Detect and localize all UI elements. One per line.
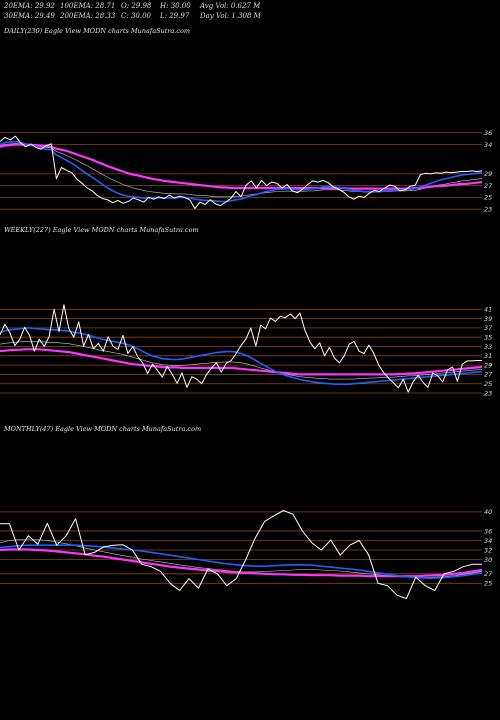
header-high: H: 30.00 [160, 2, 191, 10]
daily-y-tick-label: 29 [484, 170, 492, 178]
monthly-ema-long-line [0, 548, 483, 578]
header-ema30: 30EMA: 29.49 [4, 12, 55, 20]
weekly-y-tick-label: 23 [484, 389, 492, 397]
header-low: L: 29.97 [160, 12, 190, 20]
daily-chart-panel: 36 34 29 27 25 23 [0, 129, 493, 213]
weekly-y-tick-label: 27 [484, 371, 493, 379]
monthly-y-tick-label: 30 [484, 556, 492, 564]
weekly-ema-short-line [0, 327, 483, 386]
weekly-y-tick-label: 37 [484, 324, 493, 332]
daily-panel-title: DAILY(230) Eagle View MODN charts Munafa… [4, 27, 191, 35]
weekly-y-tick-label: 29 [484, 361, 492, 369]
daily-y-tick-label: 34 [484, 141, 492, 149]
header-ema20: 20EMA: 29.92 [4, 2, 55, 10]
header-open: O: 29.98 [121, 2, 152, 10]
daily-y-tick-label: 27 [484, 182, 493, 190]
weekly-ema-long-line [0, 348, 483, 376]
monthly-y-tick-label: 25 [484, 580, 492, 588]
daily-y-tick-label: 23 [484, 205, 492, 213]
header-close: C: 30.00 [121, 12, 151, 20]
weekly-y-tick-label: 39 [484, 315, 492, 323]
daily-ema-long-line [0, 143, 483, 190]
monthly-y-tick-label: 27 [484, 570, 493, 578]
daily-price-line [0, 135, 483, 210]
monthly-ema-short-line [0, 544, 483, 579]
weekly-y-tick-label: 25 [484, 380, 492, 388]
weekly-panel-title: WEEKLY(227) Eagle View MODN charts Munaf… [4, 226, 199, 234]
monthly-price-line [0, 510, 482, 600]
monthly-y-tick-label: 34 [484, 537, 492, 545]
header-day-vol: Day Vol: 1.308 M [200, 12, 261, 20]
monthly-y-tick-label: 36 [484, 527, 492, 535]
header-ema200: 200EMA: 28.33 [60, 12, 116, 20]
weekly-ema-mid-line [0, 341, 483, 380]
weekly-y-tick-label: 35 [484, 334, 492, 342]
daily-y-tick-label: 25 [484, 194, 492, 202]
daily-y-tick-label: 36 [484, 129, 492, 137]
header-avg-vol: Avg Vol: 0.627 M [200, 2, 261, 10]
monthly-y-tick-label: 32 [484, 546, 492, 554]
header-ema100: 100EMA: 28.71 [60, 2, 116, 10]
monthly-y-tick-label: 40 [484, 508, 492, 516]
daily-ema-short-line [0, 140, 483, 203]
weekly-y-tick-label: 33 [484, 343, 492, 351]
weekly-y-tick-label: 31 [484, 352, 492, 360]
weekly-y-tick-label: 41 [484, 306, 492, 314]
weekly-price-line [0, 304, 482, 393]
monthly-panel-title: MONTHLY(47) Eagle View MODN charts Munaf… [4, 425, 202, 433]
